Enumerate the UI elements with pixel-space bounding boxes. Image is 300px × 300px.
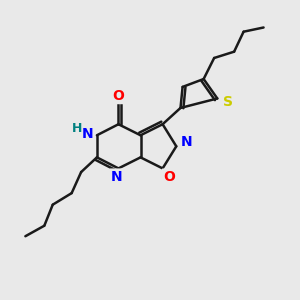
Text: H: H	[72, 122, 82, 135]
Text: O: O	[163, 170, 175, 184]
Text: O: O	[112, 89, 124, 103]
Text: N: N	[181, 135, 193, 149]
Text: N: N	[110, 170, 122, 184]
Text: N: N	[82, 127, 93, 141]
Text: S: S	[223, 94, 233, 109]
